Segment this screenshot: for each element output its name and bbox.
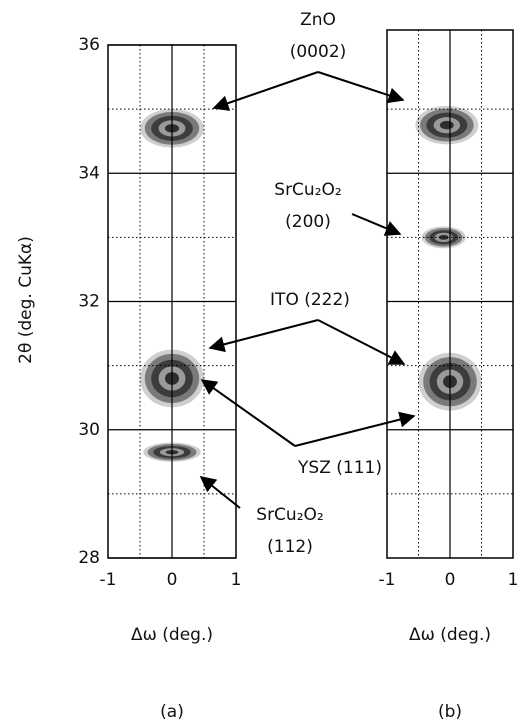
- y-tick-label: 28: [78, 548, 100, 568]
- panel-label: (b): [438, 702, 462, 722]
- arrows: [199, 71, 416, 509]
- annotation: SrCu₂O₂: [256, 505, 323, 525]
- y-tick-label: 34: [78, 163, 100, 183]
- annotation: (0002): [290, 42, 347, 62]
- plot-frame: [386, 29, 514, 559]
- y-tick-label: 32: [78, 292, 100, 312]
- annotation: ZnO: [300, 10, 336, 30]
- x-tick-label: 0: [167, 570, 178, 590]
- annotation: YSZ (111): [297, 458, 382, 478]
- x-tick-label: 1: [231, 570, 242, 590]
- y-axis-label: 2θ (deg. CuKα): [16, 236, 36, 364]
- peak-contour: [439, 120, 454, 130]
- annotation: (200): [285, 212, 331, 232]
- x-tick-label: -1: [100, 570, 117, 590]
- x-axis-label: Δω (deg.): [131, 625, 213, 645]
- x-tick-label: -1: [379, 570, 396, 590]
- annotation: ITO (222): [270, 290, 350, 310]
- x-tick-label: 0: [445, 570, 456, 590]
- x-axis-label: Δω (deg.): [409, 625, 491, 645]
- plot-frame: [107, 44, 237, 559]
- annotation: (112): [267, 537, 313, 557]
- annotation: SrCu₂O₂: [274, 180, 341, 200]
- y-tick-label: 30: [78, 420, 100, 440]
- x-tick-label: 1: [508, 570, 518, 590]
- panel-label: (a): [160, 702, 184, 722]
- y-tick-label: 36: [78, 35, 100, 55]
